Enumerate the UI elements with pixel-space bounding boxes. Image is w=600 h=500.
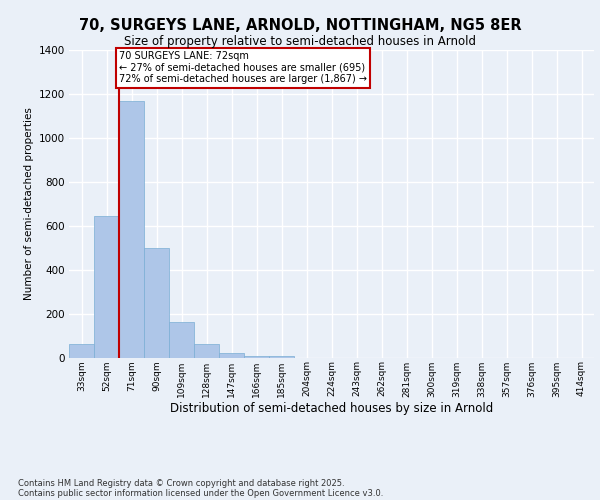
Text: Contains public sector information licensed under the Open Government Licence v3: Contains public sector information licen… — [18, 488, 383, 498]
Bar — [194, 344, 219, 358]
Bar — [69, 344, 94, 358]
Bar — [144, 248, 169, 358]
Text: Size of property relative to semi-detached houses in Arnold: Size of property relative to semi-detach… — [124, 35, 476, 48]
Bar — [269, 356, 294, 358]
Text: 70, SURGEYS LANE, ARNOLD, NOTTINGHAM, NG5 8ER: 70, SURGEYS LANE, ARNOLD, NOTTINGHAM, NG… — [79, 18, 521, 32]
Bar — [244, 356, 269, 358]
Y-axis label: Number of semi-detached properties: Number of semi-detached properties — [25, 108, 34, 300]
Bar — [169, 322, 194, 358]
Bar — [219, 353, 244, 358]
X-axis label: Distribution of semi-detached houses by size in Arnold: Distribution of semi-detached houses by … — [170, 402, 493, 415]
Text: Contains HM Land Registry data © Crown copyright and database right 2025.: Contains HM Land Registry data © Crown c… — [18, 478, 344, 488]
Bar — [94, 216, 119, 358]
Text: 70 SURGEYS LANE: 72sqm
← 27% of semi-detached houses are smaller (695)
72% of se: 70 SURGEYS LANE: 72sqm ← 27% of semi-det… — [119, 51, 367, 84]
Bar — [119, 100, 144, 358]
